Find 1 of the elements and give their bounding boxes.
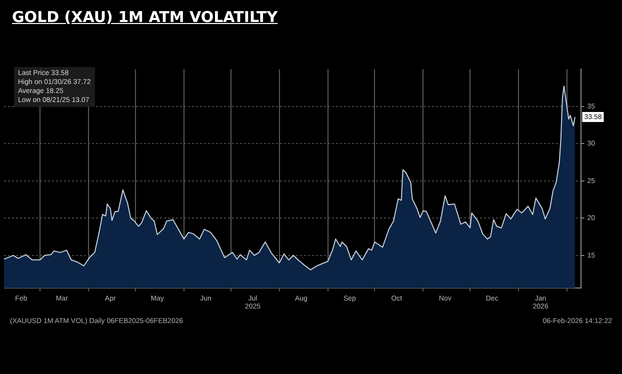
chart-title: GOLD (XAU) 1M ATM VOLATILTY [12,8,278,26]
